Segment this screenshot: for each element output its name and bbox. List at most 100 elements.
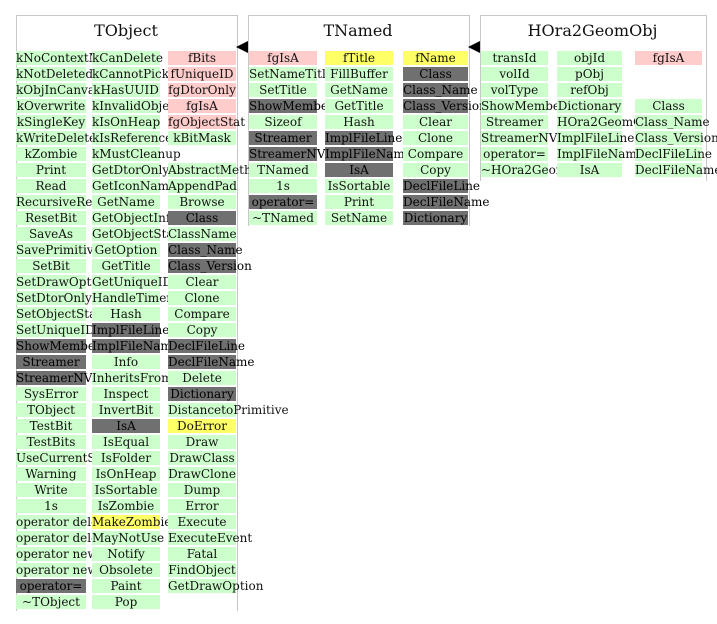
member-cell[interactable]: Class_Version bbox=[168, 259, 252, 273]
member-cell[interactable]: SavePrimitive bbox=[16, 243, 101, 257]
member-cell[interactable]: Sizeof bbox=[249, 115, 317, 129]
member-cell[interactable]: StreamerNVirtual bbox=[249, 147, 359, 161]
member-cell[interactable]: TObject bbox=[16, 403, 86, 417]
member-cell[interactable]: IsSortable bbox=[92, 483, 160, 497]
member-cell[interactable]: Class bbox=[635, 99, 702, 113]
member-cell[interactable]: IsEqual bbox=[92, 435, 160, 449]
member-cell[interactable]: fBits bbox=[168, 51, 236, 65]
member-cell[interactable]: fgDtorOnly bbox=[168, 83, 236, 97]
member-cell[interactable]: DistancetoPrimitive bbox=[168, 403, 289, 417]
member-cell[interactable]: ~HOra2GeomObj bbox=[481, 163, 589, 177]
member-cell[interactable]: kCanDelete bbox=[92, 51, 163, 65]
member-cell[interactable]: ShowMembers bbox=[481, 99, 572, 113]
member-cell[interactable]: kOverwrite bbox=[16, 99, 86, 113]
member-cell[interactable]: Class bbox=[168, 211, 236, 225]
member-cell[interactable]: kIsReferenced bbox=[92, 131, 180, 145]
member-cell[interactable]: DeclFileLine bbox=[168, 339, 246, 353]
member-cell[interactable]: ImplFileLine bbox=[92, 323, 170, 337]
member-cell[interactable]: DrawClone bbox=[168, 467, 236, 481]
member-cell[interactable]: GetObjectInfo bbox=[92, 211, 178, 225]
member-cell[interactable]: Info bbox=[92, 355, 160, 369]
member-cell[interactable]: GetTitle bbox=[92, 259, 160, 273]
member-cell[interactable]: IsA bbox=[92, 419, 160, 433]
member-cell[interactable]: InvertBit bbox=[92, 403, 160, 417]
member-cell[interactable]: Error bbox=[168, 499, 236, 513]
member-cell[interactable]: Inspect bbox=[92, 387, 160, 401]
member-cell[interactable]: Class_Version bbox=[635, 131, 717, 145]
member-cell[interactable]: Hash bbox=[325, 115, 393, 129]
member-cell[interactable]: DoError bbox=[168, 419, 236, 433]
member-cell[interactable]: Compare bbox=[168, 307, 236, 321]
member-cell[interactable]: 1s bbox=[249, 179, 317, 193]
member-cell[interactable]: Delete bbox=[168, 371, 236, 385]
member-cell[interactable]: MayNotUse bbox=[92, 531, 165, 545]
member-cell[interactable]: TestBits bbox=[16, 435, 86, 449]
member-cell[interactable]: 1s bbox=[16, 499, 86, 513]
member-cell[interactable]: Dictionary bbox=[403, 211, 468, 225]
member-cell[interactable]: AbstractMethod bbox=[168, 163, 267, 177]
member-cell[interactable]: operator delete[] bbox=[16, 531, 120, 545]
member-cell[interactable]: IsOnHeap bbox=[92, 467, 160, 481]
member-cell[interactable]: HandleTimer bbox=[92, 291, 173, 305]
member-cell[interactable]: StreamerNVirtual bbox=[16, 371, 126, 385]
member-cell[interactable]: ExecuteEvent bbox=[168, 531, 253, 545]
member-cell[interactable]: Streamer bbox=[16, 355, 86, 369]
member-cell[interactable]: Paint bbox=[92, 579, 160, 593]
member-cell[interactable]: Print bbox=[325, 195, 393, 209]
member-cell[interactable]: DeclFileName bbox=[168, 355, 255, 369]
member-cell[interactable]: Class_Name bbox=[168, 243, 243, 257]
member-cell[interactable]: HOra2GeomObj bbox=[557, 115, 655, 129]
member-cell[interactable]: Class_Name bbox=[635, 115, 710, 129]
member-cell[interactable]: ~TObject bbox=[16, 595, 86, 609]
member-cell[interactable]: ImplFileLine bbox=[325, 131, 403, 145]
member-cell[interactable]: GetOption bbox=[92, 243, 160, 257]
member-cell[interactable]: Clear bbox=[168, 275, 236, 289]
member-cell[interactable]: Obsolete bbox=[92, 563, 160, 577]
member-cell[interactable]: fgIsA bbox=[168, 99, 236, 113]
member-cell[interactable]: fTitle bbox=[325, 51, 393, 65]
member-cell[interactable]: SetName bbox=[325, 211, 393, 225]
member-cell[interactable]: Clone bbox=[168, 291, 236, 305]
member-cell[interactable]: Write bbox=[16, 483, 86, 497]
member-cell[interactable]: transId bbox=[481, 51, 548, 65]
member-cell[interactable]: kHasUUID bbox=[92, 83, 160, 97]
member-cell[interactable]: ImplFileName bbox=[325, 147, 412, 161]
member-cell[interactable]: FillBuffer bbox=[325, 67, 393, 81]
member-cell[interactable]: IsZombie bbox=[92, 499, 160, 513]
member-cell[interactable]: SysError bbox=[16, 387, 86, 401]
member-cell[interactable]: kNoContextMenu bbox=[16, 51, 124, 65]
member-cell[interactable]: FindObject bbox=[168, 563, 236, 577]
member-cell[interactable]: Streamer bbox=[249, 131, 317, 145]
member-cell[interactable]: Read bbox=[16, 179, 86, 193]
member-cell[interactable]: SetUniqueID bbox=[16, 323, 95, 337]
member-cell[interactable]: operator new bbox=[16, 547, 98, 561]
member-cell[interactable]: fgObjectStat bbox=[168, 115, 246, 129]
member-cell[interactable]: Class_Version bbox=[403, 99, 487, 113]
member-cell[interactable]: GetDtorOnly bbox=[92, 163, 170, 177]
member-cell[interactable]: Compare bbox=[403, 147, 468, 161]
member-cell[interactable]: pObj bbox=[557, 67, 622, 81]
member-cell[interactable]: Clear bbox=[403, 115, 468, 129]
member-cell[interactable]: GetIconName bbox=[92, 179, 177, 193]
member-cell[interactable]: IsA bbox=[325, 163, 393, 177]
member-cell[interactable]: volId bbox=[481, 67, 548, 81]
member-cell[interactable]: Class_Name bbox=[403, 83, 478, 97]
member-cell[interactable]: Clone bbox=[403, 131, 468, 145]
member-cell[interactable]: fgIsA bbox=[635, 51, 702, 65]
member-cell[interactable]: RecursiveRemove bbox=[16, 195, 125, 209]
member-cell[interactable]: GetName bbox=[92, 195, 160, 209]
member-cell[interactable]: ImplFileName bbox=[92, 339, 179, 353]
member-cell[interactable]: ImplFileName bbox=[557, 147, 644, 161]
member-cell[interactable]: kMustCleanup bbox=[92, 147, 181, 161]
member-cell[interactable]: DeclFileName bbox=[635, 163, 717, 177]
member-cell[interactable]: fUniqueID bbox=[168, 67, 236, 81]
member-cell[interactable]: ResetBit bbox=[16, 211, 86, 225]
member-cell[interactable]: MakeZombie bbox=[92, 515, 172, 529]
member-cell[interactable]: Warning bbox=[16, 467, 86, 481]
member-cell[interactable]: Copy bbox=[403, 163, 468, 177]
member-cell[interactable]: SetBit bbox=[16, 259, 86, 273]
member-cell[interactable]: SetNameTitle bbox=[249, 67, 333, 81]
member-cell[interactable]: ~TNamed bbox=[249, 211, 317, 225]
member-cell[interactable]: fgIsA bbox=[249, 51, 317, 65]
member-cell[interactable]: kSingleKey bbox=[16, 115, 86, 129]
